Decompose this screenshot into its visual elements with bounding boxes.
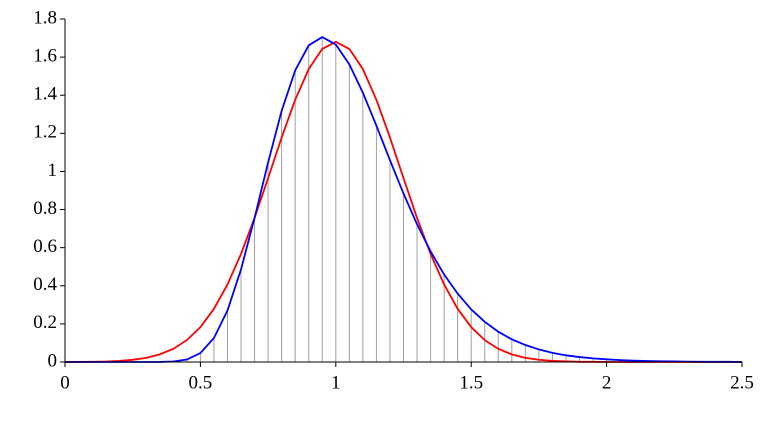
x-tick-label: 0.5 xyxy=(189,372,213,393)
x-tick-label: 0 xyxy=(60,372,70,393)
y-tick-label: 1.8 xyxy=(33,7,57,28)
y-tick-label: 1.2 xyxy=(33,122,57,143)
curve xyxy=(65,36,743,363)
x-tick-label: 1 xyxy=(331,372,341,393)
y-tick-label: 0.4 xyxy=(33,274,57,295)
y-tick-label: 0.8 xyxy=(33,198,57,219)
y-tick-label: 0.6 xyxy=(33,236,57,257)
y-tick-label: 1 xyxy=(48,160,58,181)
y-tick-label: 0 xyxy=(48,350,58,371)
y-tick-label: 1.4 xyxy=(33,84,57,105)
x-tick-label: 2 xyxy=(602,372,612,393)
y-tick-label: 1.6 xyxy=(33,45,57,66)
y-tick-label: 0.2 xyxy=(33,312,57,333)
x-tick-label: 2.5 xyxy=(730,372,754,393)
x-tick-label: 1.5 xyxy=(459,372,483,393)
